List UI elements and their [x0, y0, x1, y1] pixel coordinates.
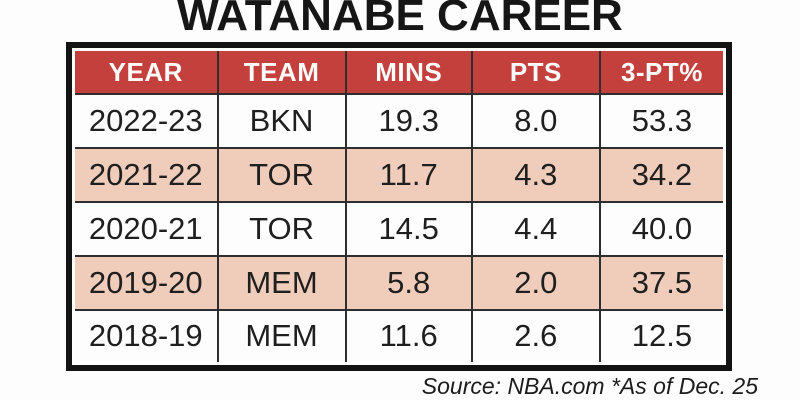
mins-cell: 11.7 [344, 146, 473, 203]
table-row: 2019-20 MEM 5.8 2.0 37.5 [75, 254, 723, 311]
column-header-year: YEAR [75, 51, 219, 95]
team-cell: TOR [216, 146, 347, 203]
team-cell: TOR [216, 200, 347, 257]
year-cell: 2022-23 [75, 93, 219, 149]
pts-cell: 4.3 [470, 146, 601, 203]
pts-cell: 2.0 [470, 254, 601, 311]
year-cell: 2018-19 [75, 308, 219, 362]
year-cell: 2019-20 [75, 254, 219, 311]
source-note: Source: NBA.com *As of Dec. 25 [421, 373, 758, 399]
column-header-pts: PTS [470, 51, 601, 95]
column-header-3pt: 3-PT% [598, 51, 723, 95]
year-cell: 2021-22 [75, 146, 219, 203]
table-row: 2021-22 TOR 11.7 4.3 34.2 [75, 146, 723, 203]
mins-cell: 5.8 [344, 254, 473, 311]
mins-cell: 11.6 [344, 308, 473, 362]
header-row: YEAR TEAM MINS PTS 3-PT% [75, 51, 723, 95]
3pt-cell: 12.5 [598, 308, 723, 362]
team-cell: MEM [216, 254, 347, 311]
team-cell: MEM [216, 308, 347, 362]
table-row: 2020-21 TOR 14.5 4.4 40.0 [75, 200, 723, 257]
3pt-cell: 40.0 [598, 200, 723, 257]
year-cell: 2020-21 [75, 200, 219, 257]
3pt-cell: 53.3 [598, 93, 723, 149]
mins-cell: 19.3 [344, 93, 473, 149]
3pt-cell: 37.5 [598, 254, 723, 311]
3pt-cell: 34.2 [598, 146, 723, 203]
table-row: 2022-23 BKN 19.3 8.0 53.3 [75, 93, 723, 149]
page-title: WATANABE CAREER [177, 0, 623, 40]
pts-cell: 8.0 [470, 93, 601, 149]
team-cell: BKN [216, 93, 347, 149]
stats-table-frame: YEAR TEAM MINS PTS 3-PT% 2022-23 BKN 19.… [66, 42, 732, 371]
pts-cell: 4.4 [470, 200, 601, 257]
career-stats-table: YEAR TEAM MINS PTS 3-PT% 2022-23 BKN 19.… [75, 51, 723, 362]
column-header-mins: MINS [344, 51, 473, 95]
table-row: 2018-19 MEM 11.6 2.6 12.5 [75, 308, 723, 362]
mins-cell: 14.5 [344, 200, 473, 257]
pts-cell: 2.6 [470, 308, 601, 362]
column-header-team: TEAM [216, 51, 347, 95]
